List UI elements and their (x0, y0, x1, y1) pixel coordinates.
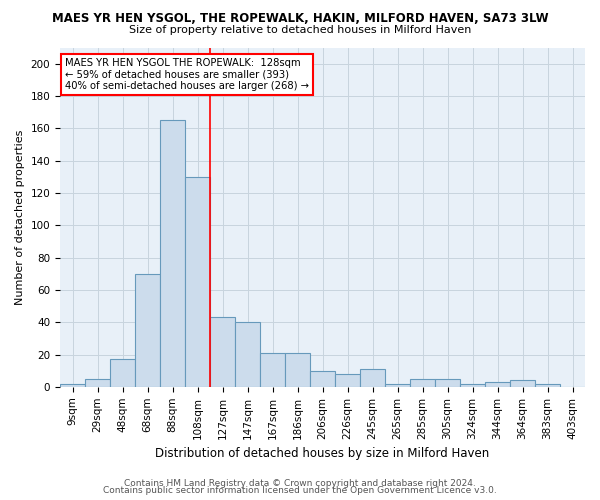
Bar (235, 322, 260, 387)
Text: Contains public sector information licensed under the Open Government Licence v3: Contains public sector information licen… (103, 486, 497, 495)
Bar (410, 378, 435, 387)
Bar (460, 384, 485, 387)
Bar (310, 370, 335, 387)
Bar (385, 384, 410, 387)
Bar (60, 384, 85, 387)
Bar (85, 378, 110, 387)
Y-axis label: Number of detached properties: Number of detached properties (15, 130, 25, 305)
Text: MAES YR HEN YSGOL, THE ROPEWALK, HAKIN, MILFORD HAVEN, SA73 3LW: MAES YR HEN YSGOL, THE ROPEWALK, HAKIN, … (52, 12, 548, 26)
Bar (535, 384, 560, 387)
Bar (360, 369, 385, 387)
Bar (210, 318, 235, 387)
Bar (135, 274, 160, 387)
Bar (485, 382, 510, 387)
Bar (335, 374, 360, 387)
X-axis label: Distribution of detached houses by size in Milford Haven: Distribution of detached houses by size … (155, 447, 490, 460)
Text: Contains HM Land Registry data © Crown copyright and database right 2024.: Contains HM Land Registry data © Crown c… (124, 478, 476, 488)
Bar (260, 353, 285, 387)
Text: MAES YR HEN YSGOL THE ROPEWALK:  128sqm
← 59% of detached houses are smaller (39: MAES YR HEN YSGOL THE ROPEWALK: 128sqm ←… (65, 58, 309, 91)
Text: Size of property relative to detached houses in Milford Haven: Size of property relative to detached ho… (129, 25, 471, 35)
Bar (110, 360, 135, 387)
Bar (185, 177, 210, 387)
Bar (510, 380, 535, 387)
Bar (160, 120, 185, 387)
Bar (285, 353, 310, 387)
Bar (435, 378, 460, 387)
